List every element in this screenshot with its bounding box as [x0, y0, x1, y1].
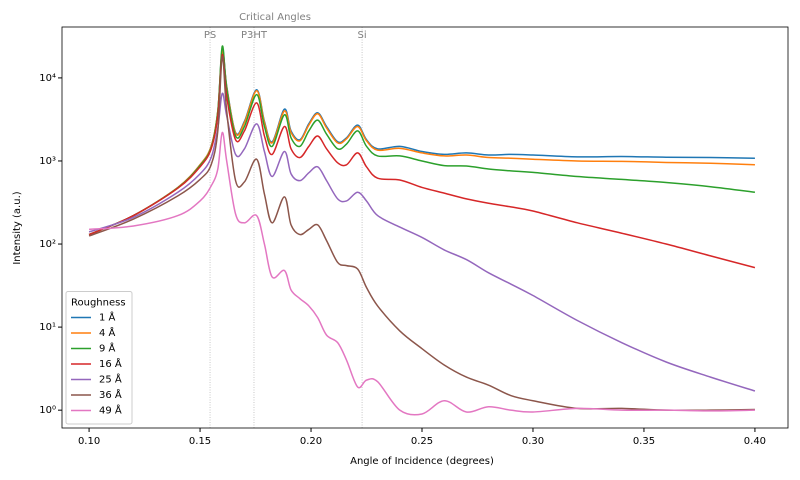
x-tick-label: 0.40	[744, 436, 766, 447]
x-tick-label: 0.25	[411, 436, 433, 447]
x-tick-label: 0.35	[633, 436, 655, 447]
x-tick-label: 0.15	[189, 436, 211, 447]
legend-label: 1 Å	[99, 311, 116, 324]
x-axis-label: Angle of Incidence (degrees)	[350, 456, 494, 467]
series-line	[88, 55, 755, 412]
series-line	[88, 45, 756, 236]
x-tick-label: 0.10	[78, 436, 100, 447]
annotation-title: Critical Angles	[239, 12, 311, 23]
legend-box	[65, 291, 133, 425]
y-axis-label: Intensity (a.u.)	[12, 191, 23, 264]
y-tick-label: 10³	[39, 156, 56, 167]
legend-label: 49 Å	[99, 404, 122, 417]
legend-title: Roughness	[71, 298, 126, 309]
legend-label: 25 Å	[99, 373, 122, 386]
critical-angle-label: Si	[358, 30, 367, 41]
critical-angle-label: P3HT	[241, 30, 268, 41]
legend-label: 9 Å	[99, 342, 116, 355]
series-line	[89, 131, 755, 416]
legend-label: 16 Å	[99, 357, 122, 370]
critical-angle-label: PS	[204, 30, 216, 41]
legend-label: 4 Å	[99, 326, 116, 339]
legend-label: 36 Å	[99, 388, 122, 401]
x-tick-label: 0.30	[522, 436, 544, 447]
x-tick-label: 0.20	[300, 436, 322, 447]
y-tick-label: 10⁴	[39, 73, 56, 84]
y-tick-label: 10⁰	[39, 405, 56, 416]
y-tick-label: 10²	[39, 239, 56, 250]
plot-frame	[61, 26, 789, 429]
series-line	[88, 92, 756, 392]
y-tick-label: 10¹	[39, 322, 56, 333]
